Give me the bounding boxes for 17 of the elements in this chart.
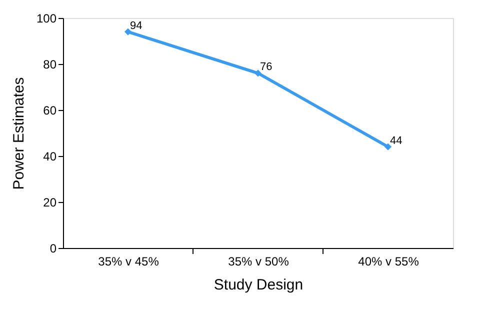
y-tick-label: 20 <box>43 196 57 210</box>
y-tick-label: 60 <box>43 104 57 118</box>
y-tick-label: 100 <box>36 12 57 26</box>
point <box>254 70 262 77</box>
x-tick-label: 40% v 55% <box>358 254 420 268</box>
y-axis-title: Power Estimates <box>10 77 28 190</box>
data-label: 76 <box>260 61 272 74</box>
y-tick-label: 80 <box>43 58 57 72</box>
point <box>384 143 392 150</box>
data-label: 44 <box>390 134 402 147</box>
data-label: 94 <box>130 20 142 32</box>
y-tick-label: 0 <box>50 242 57 256</box>
x-tick-label: 35% v 50% <box>228 254 290 268</box>
x-tick-label: 35% v 45% <box>98 254 160 268</box>
y-tick-label: 40 <box>43 150 57 164</box>
x-axis-title: Study Design <box>214 276 304 294</box>
point <box>124 28 132 36</box>
